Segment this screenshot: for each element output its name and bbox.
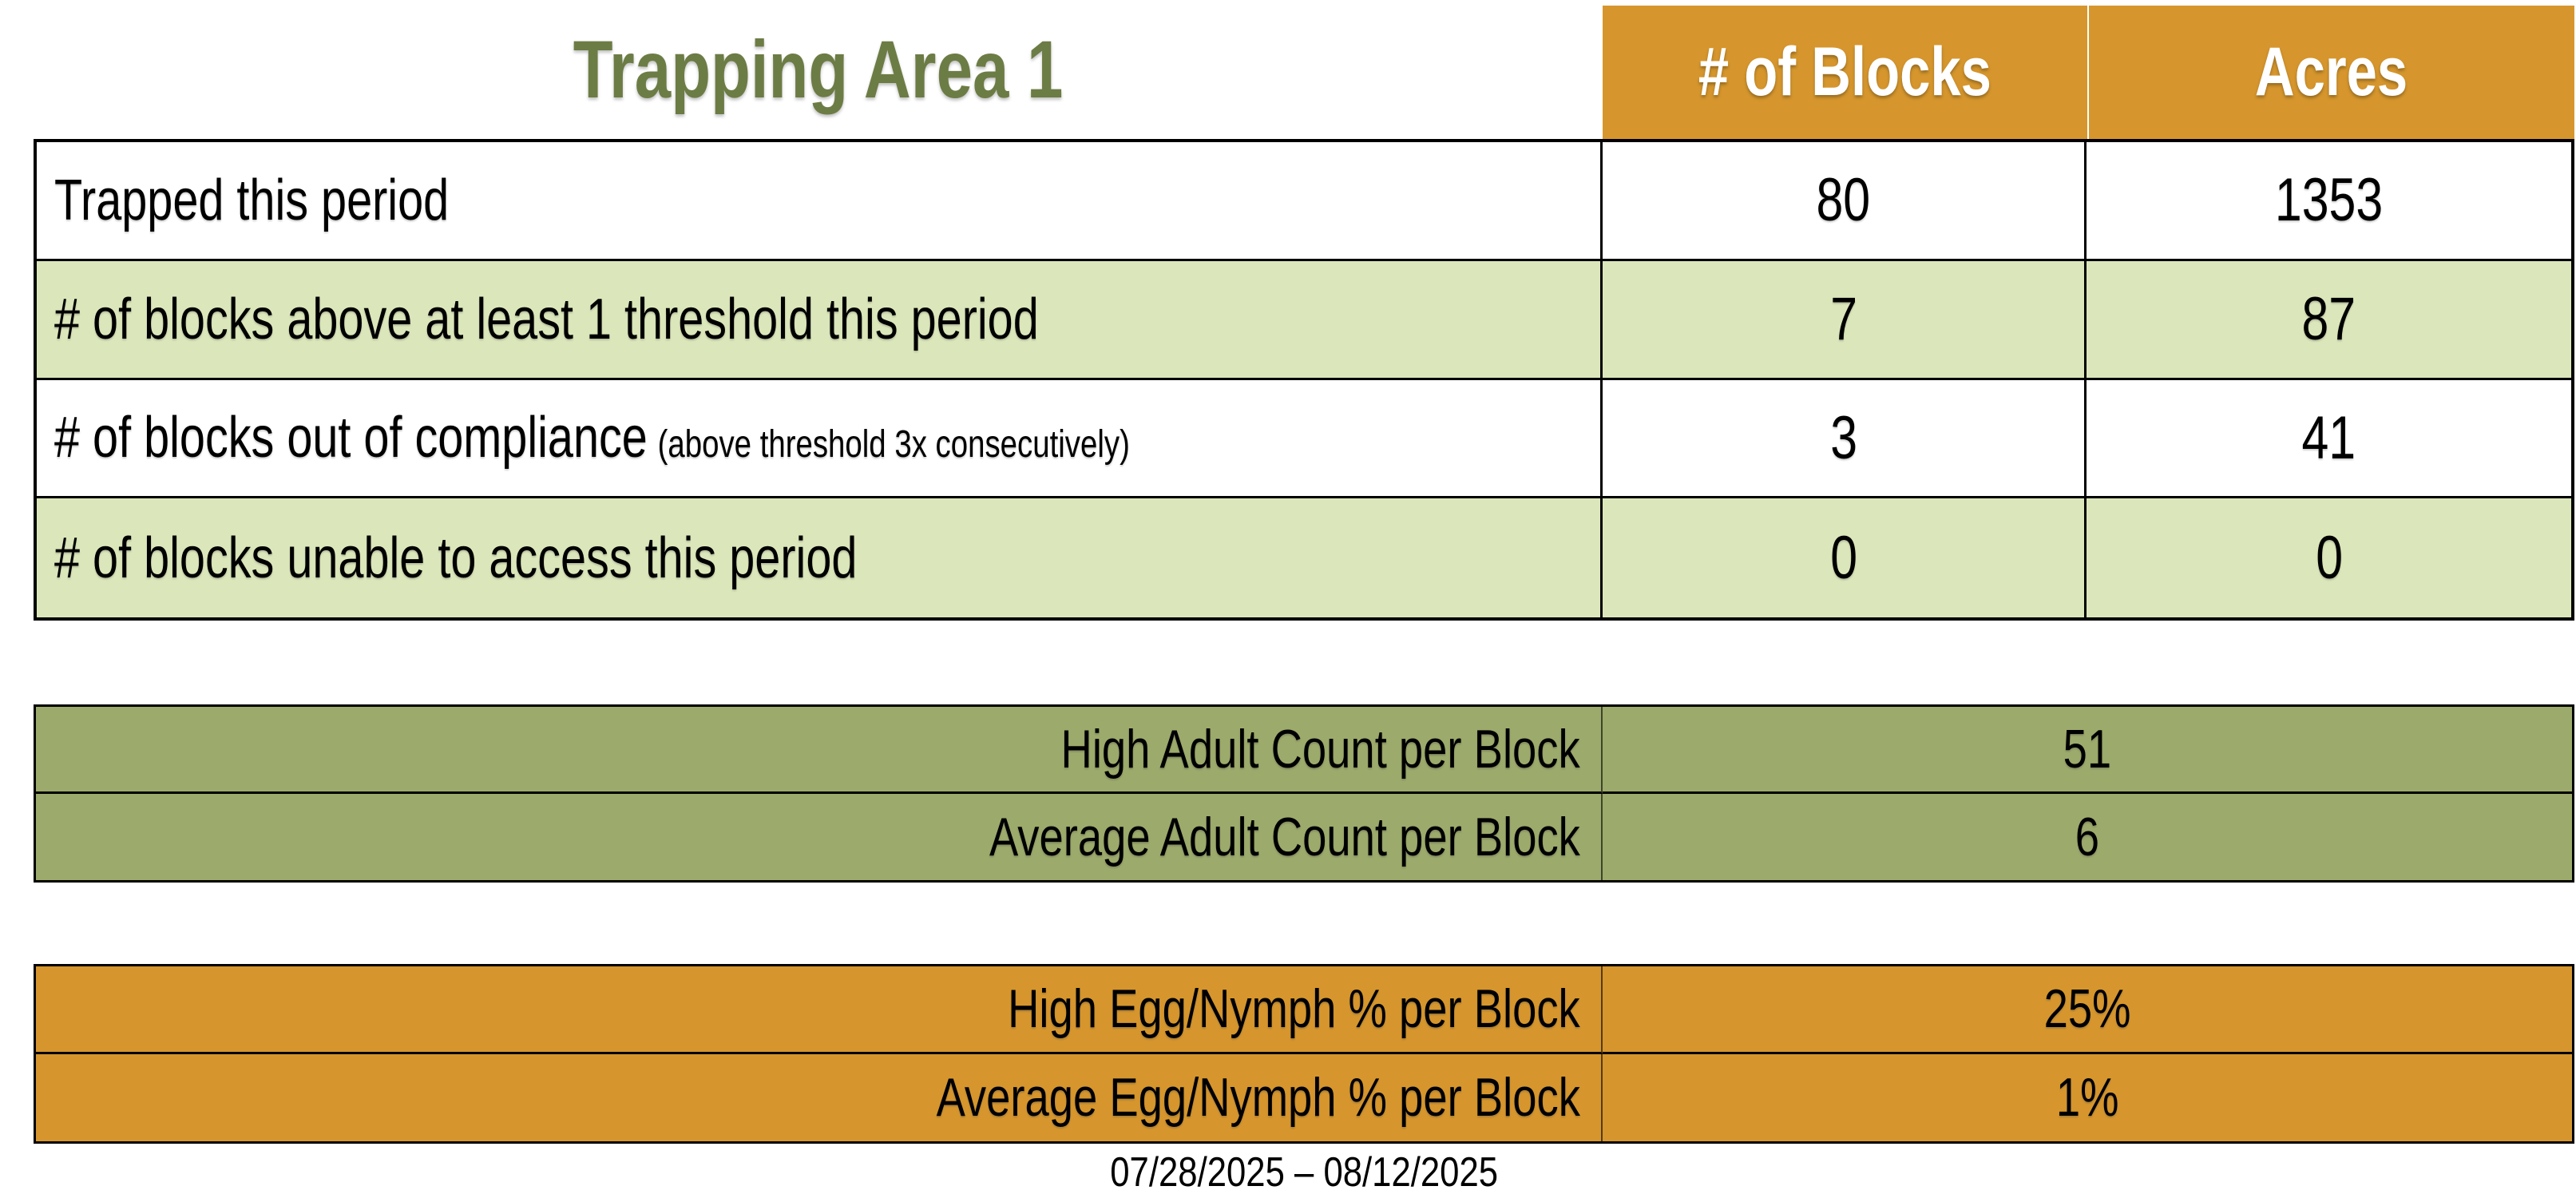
acres-value: 87 (2301, 285, 2356, 354)
header-col-blocks-label: # of Blocks (1698, 34, 1992, 110)
row-label-cell: Trapped this period (37, 142, 1603, 261)
adult-row-label: High Adult Count per Block (1060, 718, 1581, 779)
row-label: # of blocks out of compliance (54, 406, 648, 470)
egg-row-value-cell: 1% (1603, 1054, 2572, 1142)
header-col-acres-label: Acres (2255, 34, 2408, 110)
egg-row-value: 1% (2055, 1067, 2119, 1129)
adult-row-value: 6 (2075, 806, 2100, 867)
blocks-value: 80 (1816, 166, 1871, 235)
acres-value: 0 (2315, 524, 2343, 593)
blocks-value-cell: 80 (1602, 142, 2087, 261)
blocks-value: 0 (1829, 524, 1857, 593)
egg-row-label-cell: High Egg/Nymph % per Block (36, 966, 1603, 1054)
egg-row-label: Average Egg/Nymph % per Block (936, 1067, 1581, 1129)
adult-row-value-cell: 51 (1603, 707, 2572, 794)
blocks-value-cell: 0 (1602, 498, 2087, 617)
adult-row-value: 51 (2063, 718, 2112, 779)
row-label: Trapped this period (54, 168, 450, 232)
blocks-value-cell: 7 (1602, 260, 2087, 380)
date-range: 07/28/2025 – 08/12/2025 (34, 1148, 2574, 1196)
blocks-value-cell: 3 (1602, 379, 2087, 499)
row-label-cell: # of blocks out of compliance (above thre… (37, 379, 1603, 499)
adult-row-value-cell: 6 (1603, 794, 2572, 881)
egg-row-value: 25% (2043, 978, 2131, 1040)
summary-table: Trapped this period 80 1353 # of blocks … (34, 139, 2574, 621)
egg-nymph-table: High Egg/Nymph % per Block 25% Average E… (34, 964, 2574, 1144)
adult-row-label: Average Adult Count per Block (989, 806, 1581, 867)
acres-value-cell: 0 (2087, 498, 2571, 617)
date-range-text: 07/28/2025 – 08/12/2025 (1110, 1149, 1498, 1196)
page-title: Trapping Area 1 (34, 0, 1603, 140)
acres-value-cell: 87 (2087, 260, 2571, 380)
adult-row-label-cell: High Adult Count per Block (36, 707, 1603, 794)
egg-row-label: High Egg/Nymph % per Block (1008, 978, 1581, 1040)
acres-value-cell: 41 (2087, 379, 2571, 499)
page-title-text: Trapping Area 1 (573, 24, 1064, 115)
egg-row-label-cell: Average Egg/Nymph % per Block (36, 1053, 1603, 1141)
row-label-cell: # of blocks above at least 1 threshold t… (37, 260, 1603, 380)
row-note: (above threshold 3x consecutively) (657, 423, 1130, 466)
row-label: # of blocks above at least 1 threshold t… (54, 287, 1039, 351)
blocks-value: 3 (1829, 403, 1857, 472)
row-label-cell: # of blocks unable to access this period (37, 498, 1603, 617)
adult-row-label-cell: Average Adult Count per Block (36, 793, 1603, 880)
blocks-value: 7 (1829, 285, 1857, 354)
header-col-blocks: # of Blocks (1603, 6, 2087, 139)
adult-count-table: High Adult Count per Block 51 Average Ad… (34, 704, 2574, 883)
acres-value: 1353 (2275, 166, 2384, 235)
acres-value-cell: 1353 (2087, 142, 2571, 261)
header-col-acres: Acres (2089, 6, 2574, 139)
egg-row-value-cell: 25% (1603, 966, 2572, 1054)
acres-value: 41 (2301, 403, 2356, 472)
row-label: # of blocks unable to access this period (54, 526, 858, 590)
